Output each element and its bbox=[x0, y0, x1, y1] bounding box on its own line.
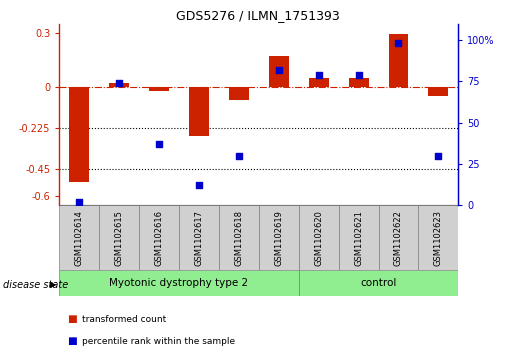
Bar bbox=[349, 78, 369, 87]
Point bbox=[75, 199, 83, 205]
Text: GSM1102622: GSM1102622 bbox=[394, 210, 403, 266]
Bar bbox=[259, 205, 299, 270]
Text: Myotonic dystrophy type 2: Myotonic dystrophy type 2 bbox=[109, 278, 249, 288]
Point bbox=[195, 182, 203, 188]
Bar bbox=[299, 270, 458, 296]
Point bbox=[235, 153, 243, 159]
Text: ■: ■ bbox=[67, 314, 77, 325]
Text: GSM1102614: GSM1102614 bbox=[75, 210, 83, 266]
Text: ■: ■ bbox=[67, 336, 77, 346]
Bar bbox=[339, 205, 379, 270]
Text: GSM1102619: GSM1102619 bbox=[274, 210, 283, 266]
Bar bbox=[418, 205, 458, 270]
Point bbox=[115, 80, 123, 86]
Point bbox=[274, 67, 283, 73]
Bar bbox=[388, 34, 408, 87]
Point bbox=[155, 141, 163, 147]
Point bbox=[394, 41, 403, 46]
Bar bbox=[269, 56, 289, 87]
Text: disease state: disease state bbox=[3, 280, 68, 290]
Bar bbox=[59, 205, 99, 270]
Bar bbox=[109, 83, 129, 87]
Point bbox=[315, 72, 323, 78]
Bar bbox=[308, 78, 329, 87]
Bar bbox=[189, 87, 209, 136]
Bar bbox=[149, 87, 169, 91]
Text: GSM1102623: GSM1102623 bbox=[434, 210, 443, 266]
Point bbox=[434, 153, 442, 159]
Bar bbox=[179, 205, 219, 270]
Bar bbox=[99, 205, 139, 270]
Bar bbox=[229, 87, 249, 100]
Text: GSM1102615: GSM1102615 bbox=[115, 210, 124, 266]
Bar bbox=[139, 205, 179, 270]
Bar bbox=[69, 87, 89, 182]
Text: GSM1102621: GSM1102621 bbox=[354, 210, 363, 266]
Bar bbox=[428, 87, 449, 96]
Text: control: control bbox=[360, 278, 397, 288]
Point bbox=[354, 72, 363, 78]
Text: GSM1102620: GSM1102620 bbox=[314, 210, 323, 266]
Text: transformed count: transformed count bbox=[82, 315, 167, 324]
Bar bbox=[379, 205, 418, 270]
Text: GSM1102617: GSM1102617 bbox=[195, 210, 203, 266]
Text: GSM1102616: GSM1102616 bbox=[154, 210, 163, 266]
Text: GSM1102618: GSM1102618 bbox=[234, 210, 243, 266]
Bar bbox=[59, 270, 299, 296]
Text: percentile rank within the sample: percentile rank within the sample bbox=[82, 337, 235, 346]
Bar bbox=[299, 205, 339, 270]
Text: GDS5276 / ILMN_1751393: GDS5276 / ILMN_1751393 bbox=[176, 9, 339, 22]
Bar bbox=[219, 205, 259, 270]
